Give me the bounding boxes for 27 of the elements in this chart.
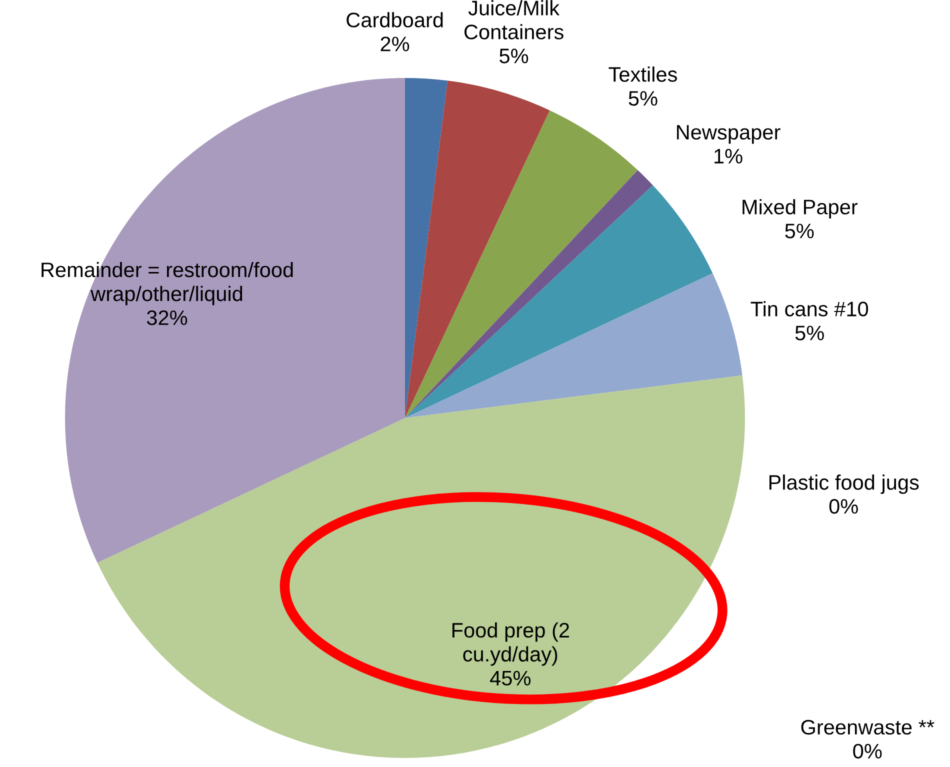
data-label: 5% — [795, 326, 824, 340]
slice-label: Cardboard — [346, 12, 443, 28]
data-label: 32% — [146, 310, 188, 326]
slice-label: Tin cans #10 — [750, 301, 868, 316]
pie-slice — [405, 80, 550, 418]
pie-slice — [405, 185, 713, 418]
data-label: 5% — [500, 48, 528, 64]
pie-slice — [405, 78, 448, 418]
text: 0% — [853, 744, 882, 759]
text: 0% — [829, 499, 858, 514]
pie-slice — [97, 375, 745, 758]
pie-slice — [405, 170, 653, 418]
slice-label: Textiles — [608, 66, 677, 82]
category-label: Greenwaste ** — [801, 720, 934, 735]
pie-slice — [405, 273, 742, 418]
data-label: 1% — [714, 148, 742, 164]
pie-slice — [405, 110, 638, 418]
slice-label: Mixed Paper — [742, 199, 858, 219]
data-label: 45% — [490, 670, 531, 686]
slice-label: Juice/Milk Containers — [464, 0, 564, 40]
slice-label: Newspaper — [677, 125, 780, 144]
category-label: Plastic food jugs — [769, 474, 919, 494]
slice-label: Food prep (2 cu.yd/day) — [452, 622, 569, 666]
data-label: 5% — [785, 224, 814, 238]
data-label: 5% — [628, 91, 658, 106]
data-label: 2% — [380, 36, 410, 52]
slice-label: Remainder = restroom/food wrap/other/liquid — [42, 262, 293, 306]
